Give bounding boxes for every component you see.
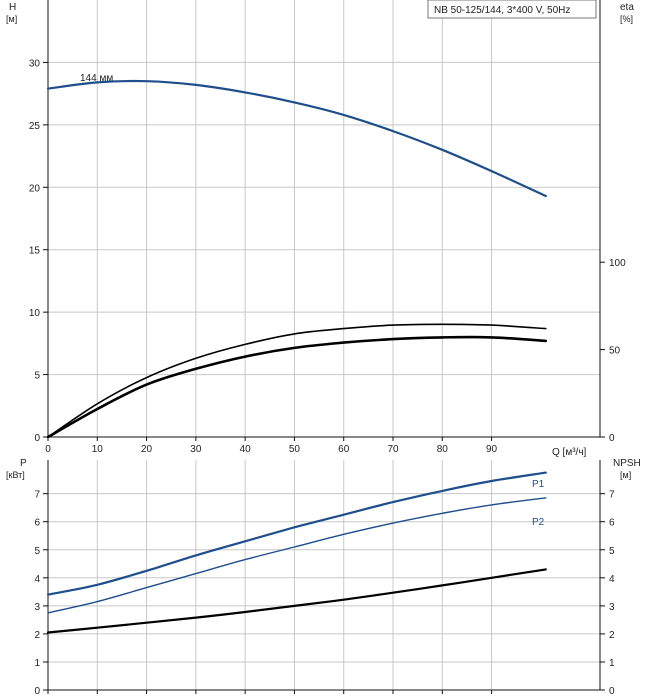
head-axis-name: H: [9, 2, 16, 13]
right-tick-label: 7: [609, 490, 615, 501]
right-tick-label: 100: [609, 258, 626, 269]
npsh-axis-name: NPSH: [613, 458, 641, 469]
p2-series-label: P2: [532, 517, 545, 528]
flow-axis-unit: Q [м³/ч]: [552, 447, 587, 458]
left-tick-label: 3: [34, 602, 40, 613]
right-tick-label: 0: [609, 686, 615, 697]
left-tick-label: 5: [34, 371, 40, 382]
x-tick-label: 70: [387, 444, 399, 455]
right-tick-label: 2: [609, 630, 615, 641]
power-panel-ticks: 0 1 2 3 4 5 6 7 0 1 2 3 4 5 6 7: [34, 490, 615, 697]
left-tick-label: 2: [34, 630, 40, 641]
left-tick-label: 15: [29, 246, 41, 257]
right-tick-label: 1: [609, 658, 615, 669]
power-panel: 0 1 2 3 4 5 6 7 0 1 2 3 4 5 6 7 P [кВт] NPSH [м] P1 P2: [6, 458, 641, 697]
chart-title: NB 50-125/144, 3*400 V, 50Hz: [434, 5, 570, 16]
left-tick-label: 10: [29, 308, 41, 319]
left-tick-label: 25: [29, 121, 41, 132]
left-tick-label: 5: [34, 546, 40, 557]
right-tick-label: 0: [609, 433, 615, 444]
x-tick-label: 50: [289, 444, 301, 455]
power-panel-series: [46, 471, 547, 634]
series-line-2: [46, 568, 547, 634]
right-tick-label: 6: [609, 518, 615, 529]
x-tick-label: 0: [45, 444, 51, 455]
right-tick-label: 4: [609, 574, 615, 585]
left-tick-label: 1: [34, 658, 40, 669]
left-tick-label: 6: [34, 518, 40, 529]
left-tick-label: 0: [34, 433, 40, 444]
x-tick-label: 20: [141, 444, 153, 455]
144-мм-series-line-0: [46, 79, 547, 198]
x-tick-label: 30: [190, 444, 202, 455]
p2-series-line-1: [47, 497, 547, 614]
left-tick-label: 30: [29, 58, 41, 69]
power-axis-name: P: [20, 458, 27, 469]
head-panel-ticks: 0 10 20 30 40 50 60 70 80 90 0 5 10 15 20 25 30 0 50 100: [29, 58, 626, 455]
head-axis-unit: [м]: [6, 14, 17, 24]
eta-axis-unit: [%]: [620, 14, 633, 24]
x-tick-label: 40: [240, 444, 252, 455]
p1-series-line-0: [46, 471, 547, 596]
left-tick-label: 7: [34, 490, 40, 501]
series-line-2: [46, 335, 548, 439]
chart-title-box: [427, 0, 597, 19]
right-tick-label: 3: [609, 602, 615, 613]
impeller-curve-label: 144 мм: [80, 73, 113, 84]
head-panel-series: [46, 79, 548, 439]
power-panel-grid: [48, 460, 600, 690]
npsh-axis-unit: [м]: [620, 470, 631, 480]
power-axis-unit: [кВт]: [6, 470, 25, 480]
x-tick-label: 10: [92, 444, 104, 455]
x-tick-label: 90: [486, 444, 498, 455]
right-tick-label: 50: [609, 346, 621, 357]
right-tick-label: 5: [609, 546, 615, 557]
p1-series-label: P1: [532, 479, 545, 490]
left-tick-label: 20: [29, 183, 41, 194]
head-panel-grid: [48, 0, 600, 437]
eta-axis-name: eta: [620, 2, 634, 13]
left-tick-label: 4: [34, 574, 40, 585]
x-tick-label: 80: [437, 444, 449, 455]
x-tick-label: 60: [338, 444, 350, 455]
left-tick-label: 0: [34, 686, 40, 697]
series-line-1: [47, 323, 547, 438]
